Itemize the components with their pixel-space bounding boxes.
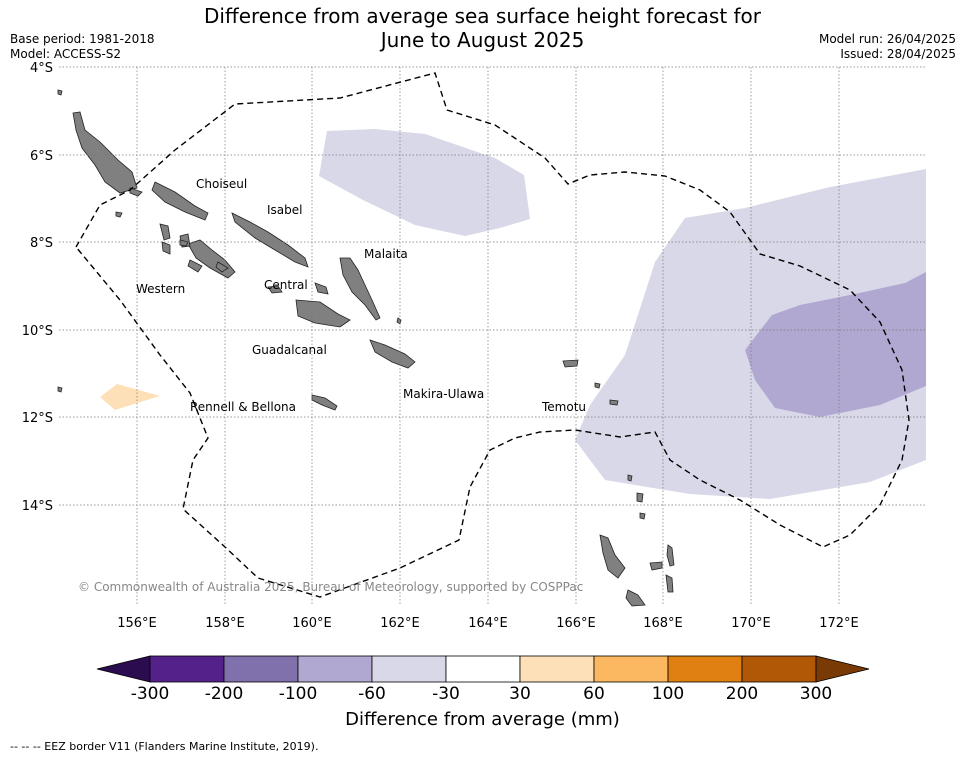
lat-label-6s: 6°S — [30, 149, 53, 164]
colorbar-tick-10: 300 — [800, 684, 832, 704]
title-line-1: Difference from average sea surface heig… — [203, 4, 762, 28]
island-maewo — [665, 574, 674, 593]
region-label-isabel: Isabel — [267, 203, 302, 217]
island-isabel — [231, 212, 309, 268]
region-label-central: Central — [264, 278, 308, 292]
colorbar-tick-7: 60 — [583, 684, 605, 704]
issued-date: Issued: 28/04/2025 — [840, 47, 956, 61]
colorbar-tick-3: -100 — [279, 684, 318, 704]
island-bougainville — [72, 111, 138, 194]
island-espiritu-santo — [599, 534, 626, 579]
island-new-georgia — [187, 239, 236, 279]
lat-label-8s: 8°S — [30, 236, 53, 251]
colorbar-swatch-2 — [223, 655, 299, 683]
eez-footnote: -- -- -- EEZ border V11 (Flanders Marine… — [10, 740, 319, 753]
region-label-rennell-bellona: Rennell & Bellona — [190, 400, 296, 414]
lat-label-10s: 10°S — [22, 324, 53, 339]
region-label-choiseul: Choiseul — [196, 177, 247, 191]
lat-label-14s: 14°S — [22, 499, 53, 514]
island-small-3 — [115, 211, 123, 218]
lon-label-168e: 168°E — [643, 616, 683, 631]
lat-label-12s: 12°S — [22, 411, 53, 426]
island-small-7 — [57, 386, 63, 393]
colorbar-tick-5: -30 — [432, 684, 460, 704]
model-run: Model run: 26/04/2025 — [818, 32, 956, 46]
colorbar-tick-2: -200 — [205, 684, 244, 704]
colorbar-swatch-3 — [297, 655, 373, 683]
region-label-makira-ulawa: Makira-Ulawa — [403, 387, 484, 401]
island-small-5 — [594, 382, 601, 389]
lon-label-160e: 160°E — [292, 616, 332, 631]
lon-label-162e: 162°E — [380, 616, 420, 631]
lon-label-172e: 172°E — [819, 616, 859, 631]
island-guadalcanal — [295, 299, 351, 328]
island-small-6 — [57, 89, 63, 96]
island-ranongga — [161, 241, 171, 255]
graticule — [59, 66, 926, 605]
island-russell — [314, 282, 329, 295]
island-rennell — [311, 394, 338, 411]
region-label-western: Western — [136, 282, 185, 296]
island-malekula — [625, 589, 646, 607]
island-choiseul — [151, 181, 209, 221]
island-small-2 — [129, 187, 143, 197]
island-makira — [369, 339, 416, 369]
island-small-8 — [639, 512, 646, 520]
colorbar-extend-low — [96, 655, 151, 683]
island-small-1 — [215, 261, 229, 273]
copyright-notice: © Commonwealth of Australia 2025, Bureau… — [78, 580, 583, 594]
colorbar-swatch-9 — [741, 655, 817, 683]
island-small-9 — [179, 239, 189, 247]
map-title: Difference from average sea surface heig… — [0, 4, 965, 52]
colorbar-swatch-5 — [445, 655, 521, 683]
colorbar-tick-1: -300 — [131, 684, 170, 704]
region-label-temotu: Temotu — [541, 400, 586, 414]
model-name: Model: ACCESS-S2 — [10, 47, 122, 61]
anomaly-area-positive — [100, 384, 160, 410]
island-torres — [627, 474, 633, 482]
run-info: Model run: 26/04/2025 Issued: 28/04/2025 — [819, 32, 956, 62]
anomaly-area-north — [319, 129, 530, 236]
island-banks — [636, 492, 644, 503]
title-line-2: June to August 2025 — [380, 28, 585, 52]
lat-label-4s: 4°S — [30, 61, 53, 76]
island-florida — [267, 285, 283, 294]
eez-border — [75, 72, 910, 598]
colorbar-swatch-1 — [149, 655, 225, 683]
colorbar-extend-high — [815, 655, 870, 683]
lon-label-166e: 166°E — [556, 616, 596, 631]
island-rendova — [187, 259, 203, 273]
colorbar-swatch-4 — [371, 655, 447, 683]
colorbar: -300 -200 -100 -60 -30 30 60 100 200 300 — [96, 655, 870, 704]
island-utupua — [609, 399, 619, 406]
lon-label-158e: 158°E — [205, 616, 245, 631]
island-santa-cruz — [562, 359, 579, 368]
lon-label-156e: 156°E — [117, 616, 157, 631]
colorbar-swatch-6 — [519, 655, 595, 683]
colorbar-tick-8: 100 — [652, 684, 684, 704]
colorbar-swatch-7 — [593, 655, 669, 683]
base-period: Base period: 1981-2018 — [10, 32, 155, 46]
lon-label-164e: 164°E — [468, 616, 508, 631]
colorbar-tick-6: 30 — [509, 684, 531, 704]
island-small-4 — [396, 317, 402, 325]
colorbar-tick-9: 200 — [726, 684, 758, 704]
anomaly-area-east — [575, 169, 926, 499]
island-ambae — [649, 561, 663, 571]
colorbar-swatch-8 — [667, 655, 743, 683]
lon-label-170e: 170°E — [731, 616, 771, 631]
island-malaita — [339, 257, 381, 321]
land-masses — [57, 89, 675, 607]
island-vella — [159, 223, 171, 241]
colorbar-tick-4: -60 — [358, 684, 386, 704]
colorbar-title: Difference from average (mm) — [345, 709, 620, 730]
anomaly-area-east-strong — [745, 272, 926, 417]
model-info: Base period: 1981-2018 Model: ACCESS-S2 — [10, 32, 155, 62]
island-pentecost — [666, 544, 675, 567]
region-label-guadalcanal: Guadalcanal — [252, 343, 327, 357]
region-label-malaita: Malaita — [364, 247, 408, 261]
